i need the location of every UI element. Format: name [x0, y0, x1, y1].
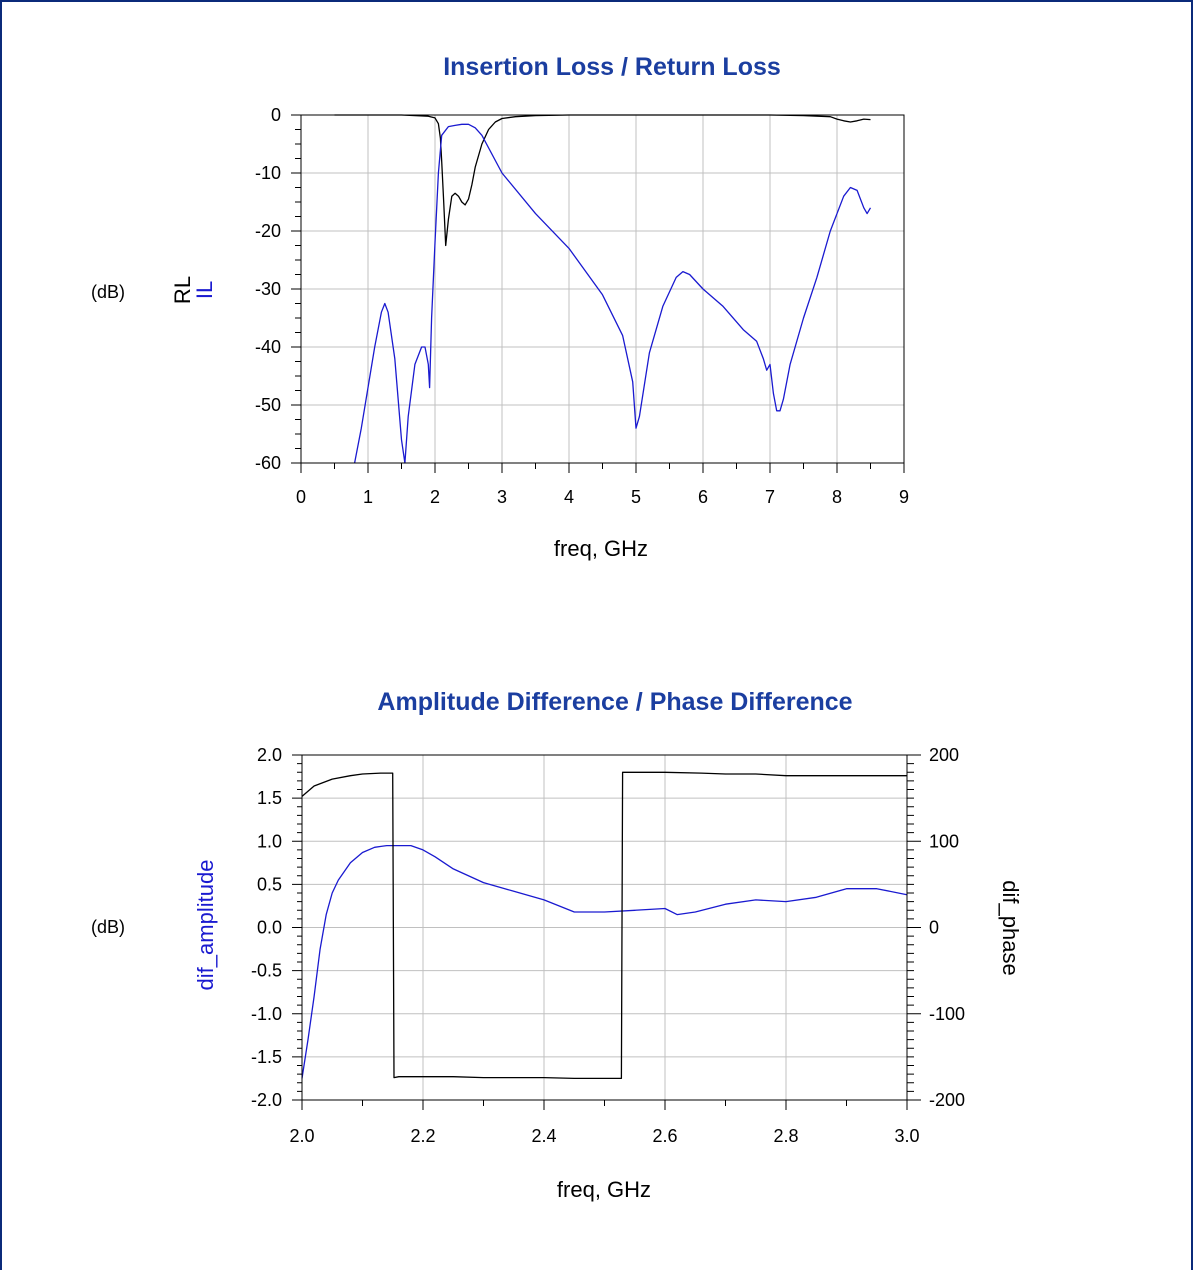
y-left-tick-label: -2.0: [251, 1090, 282, 1110]
x-tick-label: 4: [564, 487, 574, 507]
series-line-il: [353, 123, 872, 464]
x-tick-label: 2: [430, 487, 440, 507]
x-tick-label: 1: [363, 487, 373, 507]
unit-label: (dB): [91, 282, 125, 302]
y-axis-label-rl: RL: [170, 276, 195, 304]
series-line-rl: [334, 114, 871, 247]
x-tick-label: 6: [698, 487, 708, 507]
y-left-tick-label: 0.5: [257, 874, 282, 894]
y-tick-label: -20: [255, 221, 281, 241]
chart-title: Insertion Loss / Return Loss: [443, 53, 781, 81]
y-tick-label: 0: [271, 105, 281, 125]
y-tick-label: -40: [255, 337, 281, 357]
y-left-tick-label: 1.0: [257, 831, 282, 851]
x-axis-label: freq, GHz: [554, 536, 648, 561]
y-left-tick-label: 2.0: [257, 745, 282, 765]
x-tick-label: 3: [497, 487, 507, 507]
y-axis-label-left: dif_amplitude: [193, 860, 218, 991]
x-axis-label: freq, GHz: [557, 1177, 651, 1202]
y-tick-label: -10: [255, 163, 281, 183]
series-line-dif-amplitude: [301, 844, 908, 1079]
y-tick-label: -30: [255, 279, 281, 299]
x-tick-label: 2.0: [289, 1126, 314, 1146]
insertion-return-loss-chart: Insertion Loss / Return Loss 0 1 2 3 4 5 6 7 8 90…: [91, 53, 909, 561]
y-right-tick-label: -100: [929, 1004, 965, 1024]
x-tick-label: 2.4: [531, 1126, 556, 1146]
y-tick-label: -60: [255, 453, 281, 473]
y-right-tick-label: -200: [929, 1090, 965, 1110]
y-left-tick-label: 0.0: [257, 918, 282, 938]
series-line-dif-phase: [301, 771, 907, 1080]
tick-labels: 2.0 2.2 2.4 2.6 2.8 3.0 2.0 1.5 1.0 0.5 0.0 -0.5 -1.…: [251, 745, 965, 1146]
y-right-tick-label: 100: [929, 831, 959, 851]
x-tick-label: 2.2: [410, 1126, 435, 1146]
unit-label: (dB): [91, 917, 125, 937]
y-left-tick-label: 1.5: [257, 788, 282, 808]
x-tick-label: 0: [296, 487, 306, 507]
x-tick-label: 5: [631, 487, 641, 507]
y-right-tick-label: 200: [929, 745, 959, 765]
y-left-tick-label: -0.5: [251, 961, 282, 981]
tick-labels: 0 1 2 3 4 5 6 7 8 9 0 -10 -20 -30 -40 -50 -60: [255, 105, 909, 507]
plot-area: [301, 771, 908, 1080]
x-tick-label: 7: [765, 487, 775, 507]
y-right-tick-label: 0: [929, 918, 939, 938]
x-tick-label: 8: [832, 487, 842, 507]
y-left-tick-label: -1.0: [251, 1004, 282, 1024]
plot-area: [334, 114, 872, 464]
x-tick-label: 2.6: [652, 1126, 677, 1146]
x-tick-label: 9: [899, 487, 909, 507]
chart-title: Amplitude Difference / Phase Difference: [377, 688, 852, 716]
y-tick-label: -50: [255, 395, 281, 415]
y-axis-label-il: IL: [192, 281, 217, 299]
x-tick-label: 3.0: [894, 1126, 919, 1146]
y-left-tick-label: -1.5: [251, 1047, 282, 1067]
x-tick-label: 2.8: [773, 1126, 798, 1146]
y-axis-label-right: dif_phase: [998, 880, 1023, 975]
